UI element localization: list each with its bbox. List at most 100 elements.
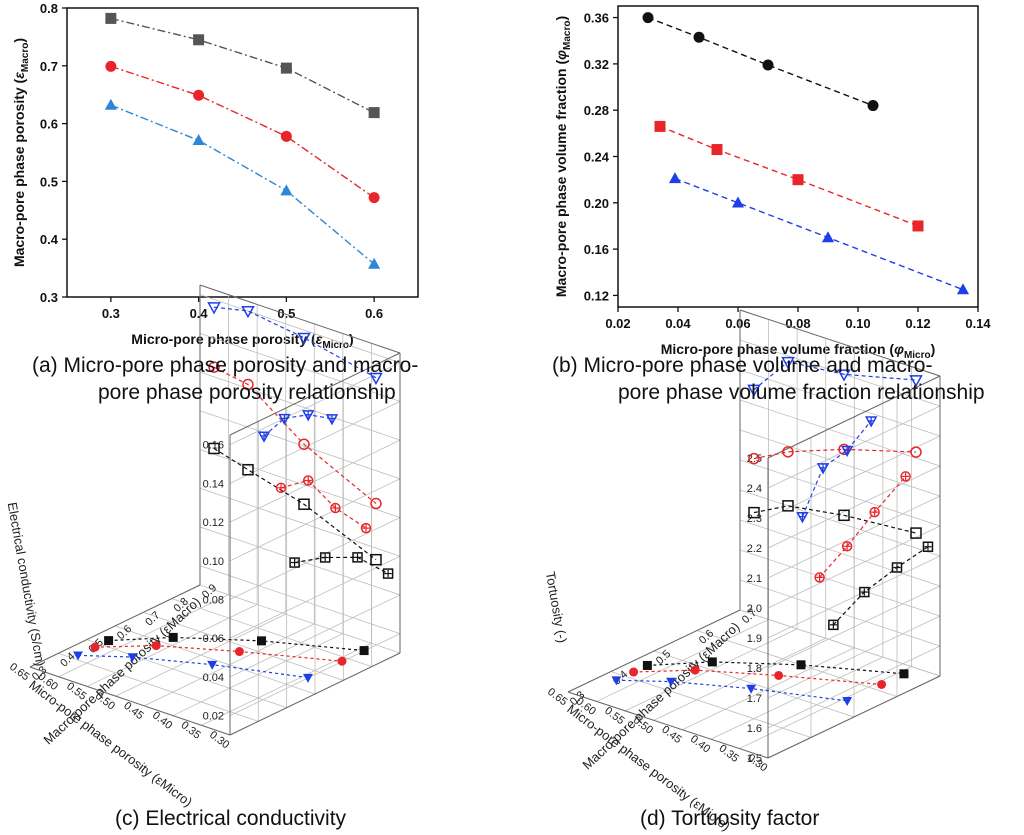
wall-a-point-0-1	[242, 463, 254, 476]
data-point-2-2	[280, 184, 293, 196]
data-point-2-3	[956, 283, 970, 295]
plot-frame	[66, 7, 419, 298]
series-line-2	[674, 177, 964, 291]
wall-a-line-0	[753, 505, 917, 534]
caption-b-line1: (b) Micro-pore phase volume and macro-	[552, 354, 933, 377]
wall-b-point-2-1	[278, 413, 291, 426]
wall-b-line-1	[280, 479, 367, 529]
y-tick-label: 0.24	[584, 150, 610, 165]
wall-grid	[199, 371, 401, 441]
wall-b-point-2-3	[864, 416, 878, 428]
wall-b-point-2-1	[816, 463, 830, 475]
floor-grid	[171, 598, 372, 668]
x-tick-label: 0.45	[121, 700, 145, 722]
x-tick-label: 0.30	[745, 752, 769, 774]
floor-line-0	[108, 636, 365, 652]
floor-grid	[86, 639, 287, 709]
x-tick-label: 0.04	[665, 316, 691, 331]
series-line-2	[110, 104, 375, 265]
floor-point-1-2	[774, 670, 784, 680]
x-tick-label: 0.12	[905, 316, 930, 331]
data-point-0-0	[642, 12, 654, 24]
x-tick-label: 0.35	[179, 719, 203, 741]
z-tick-label: 0.14	[203, 478, 224, 490]
floor-line-1	[94, 644, 343, 662]
data-point-1-0	[105, 60, 117, 72]
wall-grid	[739, 549, 941, 617]
y-axis-title: Macro-pore phase porosity (εMacro)	[11, 38, 31, 267]
wall-a-point-1-3	[910, 446, 922, 458]
wall-grid	[739, 579, 941, 647]
series-line-1	[659, 125, 919, 227]
series-line-0	[647, 16, 874, 107]
wall-a-point-0-3	[370, 553, 382, 566]
series-line-1	[110, 65, 375, 199]
wall-a-line-1	[213, 366, 377, 505]
data-point-2-0	[104, 98, 117, 110]
z-tick-label: 1.9	[747, 633, 762, 645]
caption-a-line1: (a) Micro-pore phase porosity and macro-	[32, 354, 419, 377]
floor-point-2-2	[207, 660, 218, 670]
wall-b-line-0	[832, 546, 929, 626]
wall-grid	[739, 429, 941, 497]
wall-b-point-1-1	[841, 541, 853, 552]
floor-point-0-2	[796, 660, 806, 670]
wall-b-point-1-3	[900, 471, 911, 482]
data-point-1-1	[711, 144, 723, 156]
wall-a-point-2-0	[747, 384, 761, 397]
wall-grid	[199, 410, 401, 480]
wall-b-point-0-0	[289, 557, 300, 568]
x-tick-label: 0.65	[7, 661, 31, 683]
x-tick-label: 0.06	[725, 316, 750, 331]
wall-a-point-2-2	[297, 332, 311, 346]
z-tick-label: 1.5	[747, 753, 762, 765]
data-point-0-1	[193, 34, 205, 46]
wall-a-point-0-0	[748, 506, 760, 519]
x-tick-label: 0.10	[845, 316, 870, 331]
wall-a-point-2-3	[369, 372, 383, 386]
data-point-1-2	[792, 174, 804, 186]
x-axis-title: Micro-pore phase porosity (εMicro)	[131, 331, 353, 351]
wall-grid	[739, 519, 941, 587]
y-tick-label: 0.5	[40, 174, 58, 189]
y-tick-label: 0.32	[584, 57, 609, 72]
floor-point-1-0	[629, 667, 639, 677]
wall-a-point-1-2	[838, 443, 850, 456]
wall-a-point-1-1	[782, 446, 794, 458]
floor-point-2-3	[303, 673, 313, 683]
floor-line-2	[77, 654, 309, 679]
frame-edge	[229, 652, 401, 736]
wall-a-point-2-2	[837, 369, 851, 382]
wall-grid	[739, 399, 941, 467]
data-point-0-0	[105, 12, 117, 24]
y-tick-label: 0.4	[40, 232, 59, 247]
floor-point-1-1	[690, 665, 700, 675]
floor-line-1	[633, 669, 882, 686]
wall-a-point-1-0	[748, 452, 760, 465]
floor-line-0	[647, 661, 905, 675]
z-axis-title: Electrical conductivity (S/cm)	[5, 501, 49, 667]
wall-a-point-0-1	[782, 500, 794, 512]
wall-b-line-2	[263, 414, 333, 437]
data-point-0-2	[762, 59, 774, 71]
frame-edge	[767, 375, 941, 459]
y-tick-label: 0.3	[40, 290, 58, 305]
data-point-0-3	[368, 107, 380, 119]
x-tick-label: 0.40	[150, 709, 174, 731]
floor-point-1-1	[151, 641, 161, 651]
data-point-1-0	[654, 120, 666, 132]
frame-edge	[229, 352, 401, 436]
wall-a-line-0	[213, 447, 377, 561]
floor-grid	[58, 652, 259, 722]
data-point-1-3	[368, 192, 380, 204]
y-tick-label: 0.36	[584, 11, 609, 26]
wall-a-point-1-1	[242, 378, 254, 391]
y-tick-label: 0.12	[584, 288, 609, 303]
frame-edge	[739, 309, 941, 377]
chart-c: 0.020.040.060.080.100.120.140.160.300.35…	[5, 284, 401, 810]
wall-a-point-1-2	[298, 438, 310, 450]
wall-a-point-2-3	[909, 375, 923, 388]
x-tick-label: 0.65	[545, 686, 569, 708]
y-tick-label: 0.20	[584, 196, 609, 211]
wall-grid	[739, 369, 941, 437]
